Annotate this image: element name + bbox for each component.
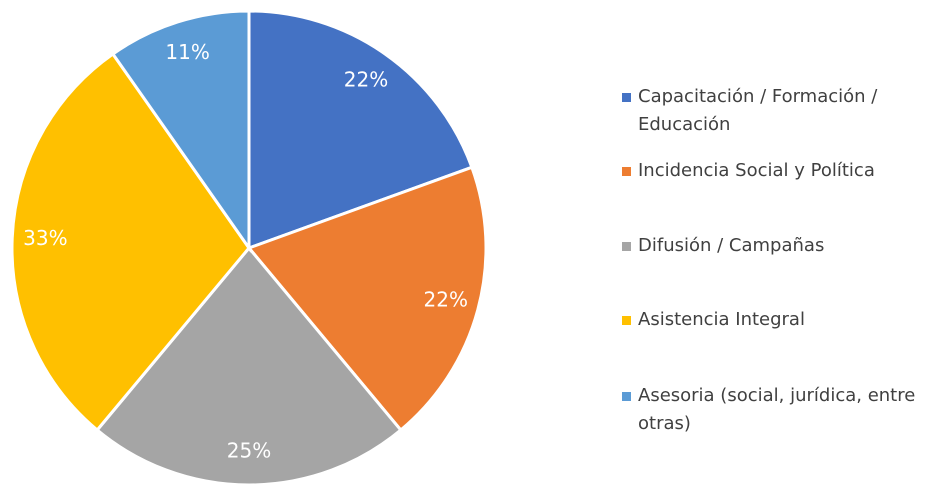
legend-item: Difusión / Campañas (622, 232, 932, 260)
legend-label: Capacitación / Formación / Educación (638, 86, 878, 135)
legend-item: Asistencia Integral (622, 306, 932, 334)
pie-slice (110, 9, 251, 253)
legend-swatch (622, 167, 631, 176)
pie-slice (10, 51, 251, 433)
data-label: 11% (165, 40, 209, 64)
pie-slice (95, 245, 403, 484)
legend-label: Asistencia Integral (638, 309, 805, 330)
legend-swatch (622, 392, 631, 401)
legend-label: Incidencia Social y Política (638, 160, 875, 181)
pie-slice (247, 9, 474, 251)
chart: 22% 22% 25% 33% 11% (10, 9, 488, 484)
pie-slice (246, 165, 488, 433)
legend-item: Incidencia Social y Política (622, 157, 932, 185)
data-label: 25% (227, 438, 271, 462)
legend-swatch (622, 93, 631, 102)
data-label: 22% (344, 68, 388, 92)
legend-label: Difusión / Campañas (638, 235, 825, 256)
legend-item: Asesoria (social, jurídica, entre otras) (622, 382, 932, 438)
data-label: 22% (424, 288, 468, 312)
legend-label: Asesoria (social, jurídica, entre otras) (638, 385, 916, 434)
legend-swatch (622, 316, 631, 325)
legend-item: Capacitación / Formación / Educación (622, 83, 932, 139)
data-label: 33% (23, 226, 67, 250)
legend-swatch (622, 242, 631, 251)
